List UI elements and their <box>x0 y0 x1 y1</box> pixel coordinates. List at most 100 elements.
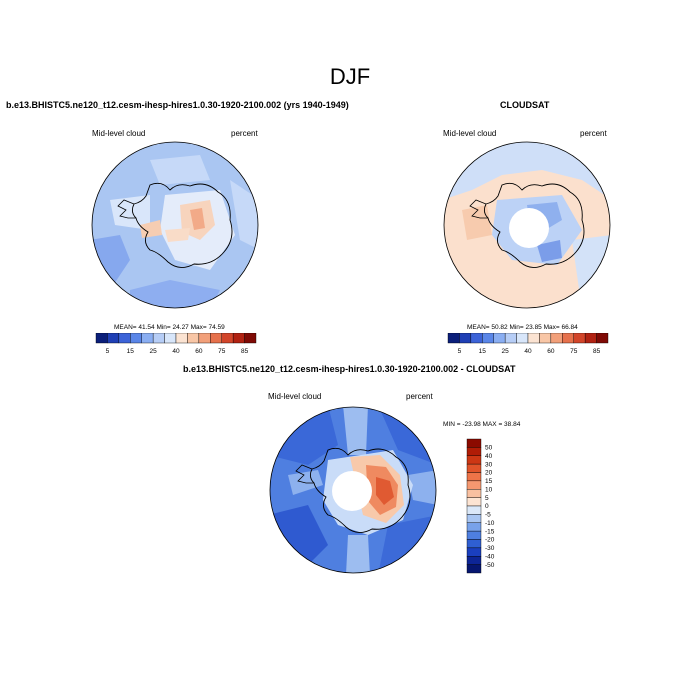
colorbar-swatch <box>466 505 482 515</box>
panel-title-model: b.e13.BHISTC5.ne120_t12.cesm-ihesp-hires… <box>6 100 349 110</box>
colorbar-swatch <box>466 522 482 532</box>
colorbar-swatch <box>466 547 482 557</box>
colorbar-swatch <box>482 333 494 344</box>
colorbar-swatch <box>527 333 540 344</box>
colorbar-swatch <box>130 333 142 344</box>
left-label-difference: Mid-level cloud <box>268 392 322 401</box>
colorbar-swatch <box>466 489 482 498</box>
colorbar-tick-label: -10 <box>485 520 495 527</box>
colorbar-swatch <box>550 333 563 344</box>
polar-map-model <box>91 141 259 309</box>
colorbar-swatch <box>466 514 482 523</box>
colorbar-swatch <box>470 333 483 344</box>
colorbar-tick-label: -50 <box>485 562 495 569</box>
stats-model: MEAN= 41.54 Min= 24.27 Max= 74.59 <box>114 324 225 331</box>
colorbar-tick-label: -20 <box>485 537 495 544</box>
colorbar-tick-label: -5 <box>485 512 491 519</box>
colorbar-swatch <box>107 333 120 344</box>
colorbar-swatch <box>221 333 234 344</box>
peninsula-coastline <box>117 199 136 219</box>
colorbar-swatch <box>198 333 211 344</box>
colorbar-swatch <box>118 333 131 344</box>
colorbar-swatch <box>466 472 482 482</box>
left-label-cloudsat: Mid-level cloud <box>443 129 497 138</box>
left-label-model: Mid-level cloud <box>92 129 146 138</box>
map-boundary <box>91 141 259 309</box>
peninsula-coastline <box>295 464 314 484</box>
colorbar-cloudsat: 515254060758595 <box>447 333 609 355</box>
field-patch <box>230 180 258 250</box>
field-patch <box>140 220 162 238</box>
colorbar-swatch <box>466 564 482 574</box>
colorbar-swatch <box>466 447 482 456</box>
colorbar-tick-label: 75 <box>218 348 226 355</box>
field-patch <box>572 235 610 308</box>
colorbar-swatch <box>466 497 482 507</box>
figure-title: DJF <box>329 64 371 89</box>
colorbar-tick-label: 20 <box>485 470 493 477</box>
colorbar-swatch <box>466 438 482 448</box>
colorbar-swatch <box>466 463 482 473</box>
right-label-difference: percent <box>406 392 433 401</box>
polar-map-cloudsat <box>443 141 611 309</box>
panel-title-cloudsat: CLOUDSAT <box>500 100 550 110</box>
colorbar-swatch <box>504 333 517 344</box>
colorbar-swatch <box>466 556 482 565</box>
colorbar-tick-label: 5 <box>485 495 489 502</box>
field-patch <box>343 407 368 455</box>
colorbar-swatch <box>466 530 482 540</box>
stats-difference: MIN = -23.98 MAX = 38.84 <box>443 421 521 428</box>
field-patch <box>537 240 562 262</box>
colorbar-tick-label: 50 <box>485 445 493 452</box>
colorbar-swatch <box>210 333 222 344</box>
field-patch <box>190 208 205 230</box>
field-patch <box>150 155 210 185</box>
polar-data-gap <box>509 208 549 248</box>
field-patch <box>346 535 370 573</box>
colorbar-tick-label: 15 <box>127 348 135 355</box>
field-patch <box>165 228 190 242</box>
colorbar-swatch <box>447 333 460 344</box>
colorbar-tick-label: 75 <box>570 348 578 355</box>
colorbar-tick-label: -15 <box>485 528 495 535</box>
colorbar-tick-label: 60 <box>195 348 203 355</box>
colorbar-tick-label: -40 <box>485 553 495 560</box>
polar-data-gap <box>332 471 372 511</box>
field-patch <box>444 142 610 200</box>
colorbar-swatch <box>466 455 482 465</box>
colorbar-tick-label: 25 <box>150 348 158 355</box>
colorbar-swatch <box>187 333 200 344</box>
colorbar-tick-label: 30 <box>485 461 493 468</box>
colorbar-swatch <box>466 480 482 490</box>
panel-title-difference: b.e13.BHISTC5.ne120_t12.cesm-ihesp-hires… <box>183 364 516 374</box>
stats-cloudsat: MEAN= 50.82 Min= 23.85 Max= 66.84 <box>467 324 578 331</box>
colorbar-swatch <box>164 333 177 344</box>
colorbar-tick-label: 15 <box>479 348 487 355</box>
colorbar-swatch <box>493 333 506 344</box>
colorbar-tick-label: 40 <box>485 453 493 460</box>
colorbar-tick-label: 60 <box>547 348 555 355</box>
colorbar-swatch <box>573 333 586 344</box>
right-label-cloudsat: percent <box>580 129 607 138</box>
colorbar-swatch <box>562 333 574 344</box>
colorbar-tick-label: 10 <box>485 486 493 493</box>
colorbar-tick-label: 0 <box>485 503 489 510</box>
colorbar-tick-label: 85 <box>593 348 601 355</box>
map-boundary <box>269 406 437 574</box>
colorbar-swatch <box>232 333 245 344</box>
colorbar-swatch <box>584 333 597 344</box>
colorbar-swatch <box>596 333 609 344</box>
colorbar-swatch <box>459 333 472 344</box>
field-patch <box>408 470 436 505</box>
colorbar-tick-label: 5 <box>458 348 462 355</box>
colorbar-model: 515254060758595 <box>95 333 257 355</box>
polar-map-difference <box>269 406 437 574</box>
colorbar-swatch <box>244 333 257 344</box>
colorbar-tick-label: 40 <box>172 348 180 355</box>
field-patch <box>130 280 220 308</box>
right-label-model: percent <box>231 129 258 138</box>
colorbar-tick-label: 5 <box>106 348 110 355</box>
colorbar-tick-label: 15 <box>485 478 493 485</box>
peninsula-coastline <box>469 199 488 219</box>
